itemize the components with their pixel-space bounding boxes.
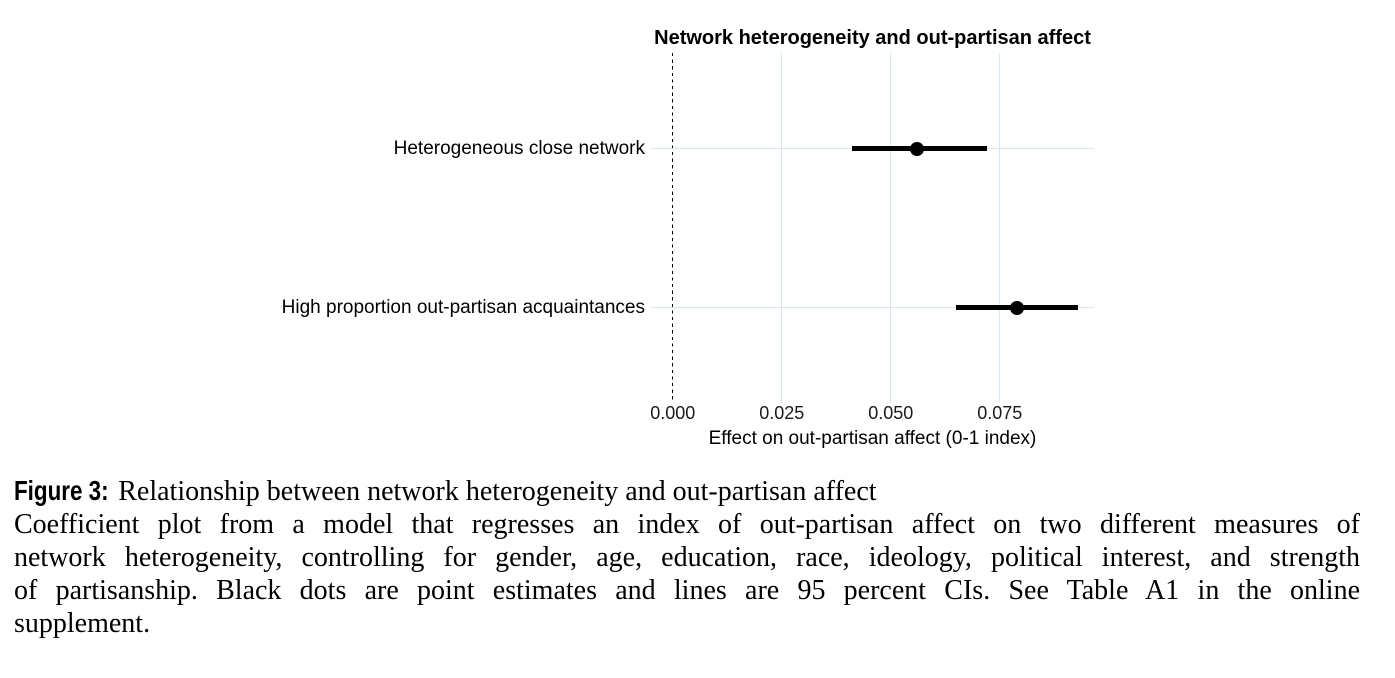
x-gridline (999, 53, 1001, 403)
x-tick-label: 0.000 (650, 403, 696, 423)
y-gridline (651, 306, 1094, 309)
x-tick-label: 0.050 (868, 403, 914, 423)
chart-title: Network heterogeneity and out-partisan a… (654, 27, 1091, 49)
caption-line: supplement. (14, 608, 151, 639)
x-gridline (781, 53, 783, 403)
point-estimate-dot (1010, 300, 1025, 315)
row-label: High proportion out-partisan acquaintanc… (281, 296, 645, 318)
figure-label: Figure 3: (14, 475, 109, 506)
caption-line: network heterogeneity, controlling for g… (14, 542, 1360, 573)
figure-caption: Figure 3: Relationship between network h… (14, 474, 1360, 640)
caption-line: of partisanship. Black dots are point es… (14, 575, 1360, 606)
row-label: Heterogeneous close network (393, 137, 645, 159)
x-tick-label: 0.025 (759, 403, 805, 423)
x-tick-label: 0.075 (977, 403, 1023, 423)
x-gridline (890, 53, 892, 403)
caption-title-text: Relationship between network heterogenei… (118, 476, 877, 507)
point-estimate-dot (910, 141, 924, 156)
zero-reference-line (672, 53, 674, 403)
caption-line: Coefficient plot from a model that regre… (14, 509, 1360, 540)
x-axis-title: Effect on out-partisan affect (0-1 index… (708, 428, 1037, 449)
caption-line: Figure 3: Relationship between network h… (14, 474, 1360, 508)
